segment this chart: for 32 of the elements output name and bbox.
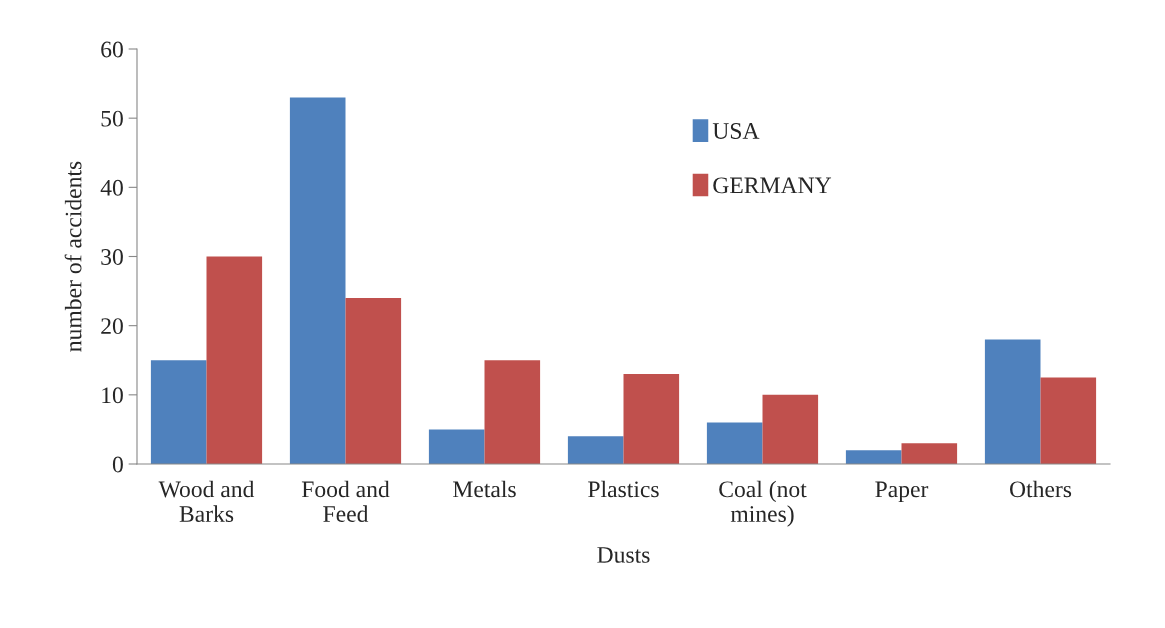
bar	[428, 429, 485, 464]
y-tick-label: 20	[101, 318, 123, 335]
x-tick-label: Paper	[875, 481, 929, 503]
bar	[984, 339, 1041, 464]
bar	[567, 436, 624, 464]
bar	[845, 450, 902, 464]
y-tick-label: 60	[101, 41, 123, 58]
bar	[762, 394, 819, 464]
bar	[289, 97, 346, 464]
y-axis-title: number of accidents	[64, 161, 82, 352]
x-tick-label: Wood and Barks	[158, 480, 255, 522]
bar	[706, 422, 763, 464]
x-axis-title: Dusts	[597, 547, 650, 563]
bar	[901, 443, 958, 464]
y-tick-label: 30	[101, 248, 123, 265]
bar	[1040, 377, 1097, 464]
x-tick-label: Metals	[453, 480, 516, 498]
x-tick-label: Food and Feed	[301, 480, 390, 522]
bar	[150, 360, 207, 464]
legend-label: USA	[712, 123, 760, 139]
y-tick-label: 40	[100, 179, 123, 196]
x-tick-label: Others	[1010, 480, 1072, 498]
bar	[206, 256, 263, 464]
x-tick-label: Coal (not mines)	[719, 480, 807, 527]
y-tick-label: 50	[101, 110, 123, 127]
bar	[623, 374, 680, 464]
bar	[484, 360, 541, 464]
x-tick-label: Plastics	[588, 480, 659, 498]
y-tick-label: 0	[112, 456, 123, 473]
bar	[345, 298, 402, 464]
legend-label: GERMANY	[713, 177, 832, 194]
y-tick-label: 10	[102, 387, 123, 404]
